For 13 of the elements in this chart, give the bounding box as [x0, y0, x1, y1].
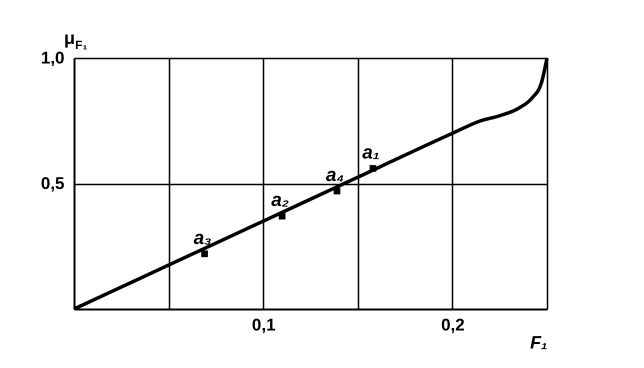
point: [201, 250, 208, 258]
annotation: a₃: [194, 228, 212, 249]
x-axis-title: F₁: [530, 332, 548, 352]
point: [370, 165, 376, 172]
annotation: a₁: [362, 142, 380, 164]
y-tick-label: 0,5: [40, 174, 64, 193]
annotation: a₄: [326, 165, 344, 186]
point: [278, 212, 286, 220]
point: [334, 188, 340, 194]
x-tick-label: 0,2: [441, 316, 465, 334]
y-tick-label: 1,0: [40, 48, 64, 68]
annotation: a₂: [271, 190, 290, 212]
x-tick-label: 0,1: [252, 316, 276, 334]
